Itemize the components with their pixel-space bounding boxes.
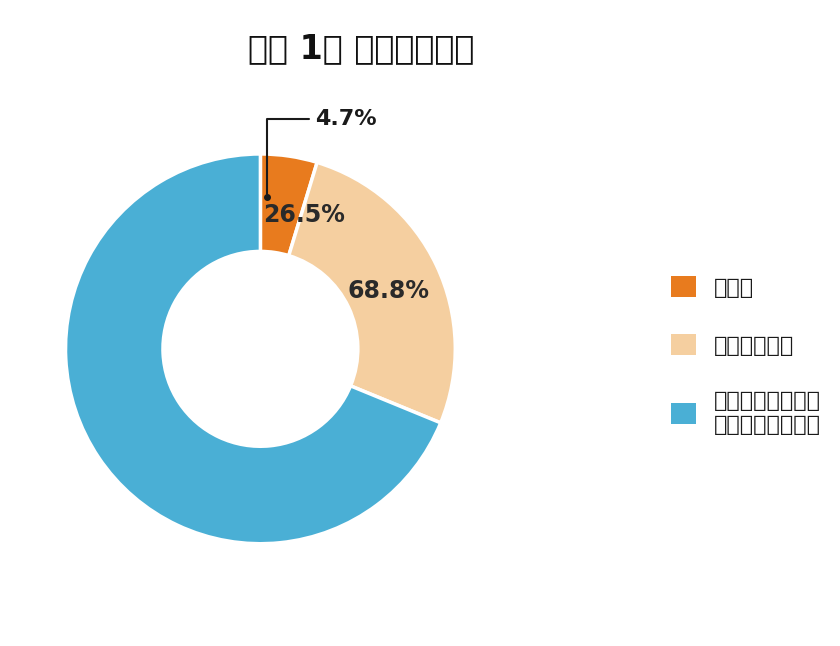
Text: 26.5%: 26.5%	[263, 203, 344, 227]
Text: 4.7%: 4.7%	[266, 109, 376, 194]
Legend: 当事者, 当事者の家族, 自分自身も家族も
当事者ではない人: 当事者, 当事者の家族, 自分自身も家族も 当事者ではない人	[671, 276, 821, 435]
Wedge shape	[66, 154, 441, 544]
Text: 【図 1】 回答者の内訳: 【図 1】 回答者の内訳	[248, 32, 475, 65]
Text: 68.8%: 68.8%	[347, 279, 429, 303]
Wedge shape	[260, 154, 318, 256]
Wedge shape	[289, 162, 455, 423]
